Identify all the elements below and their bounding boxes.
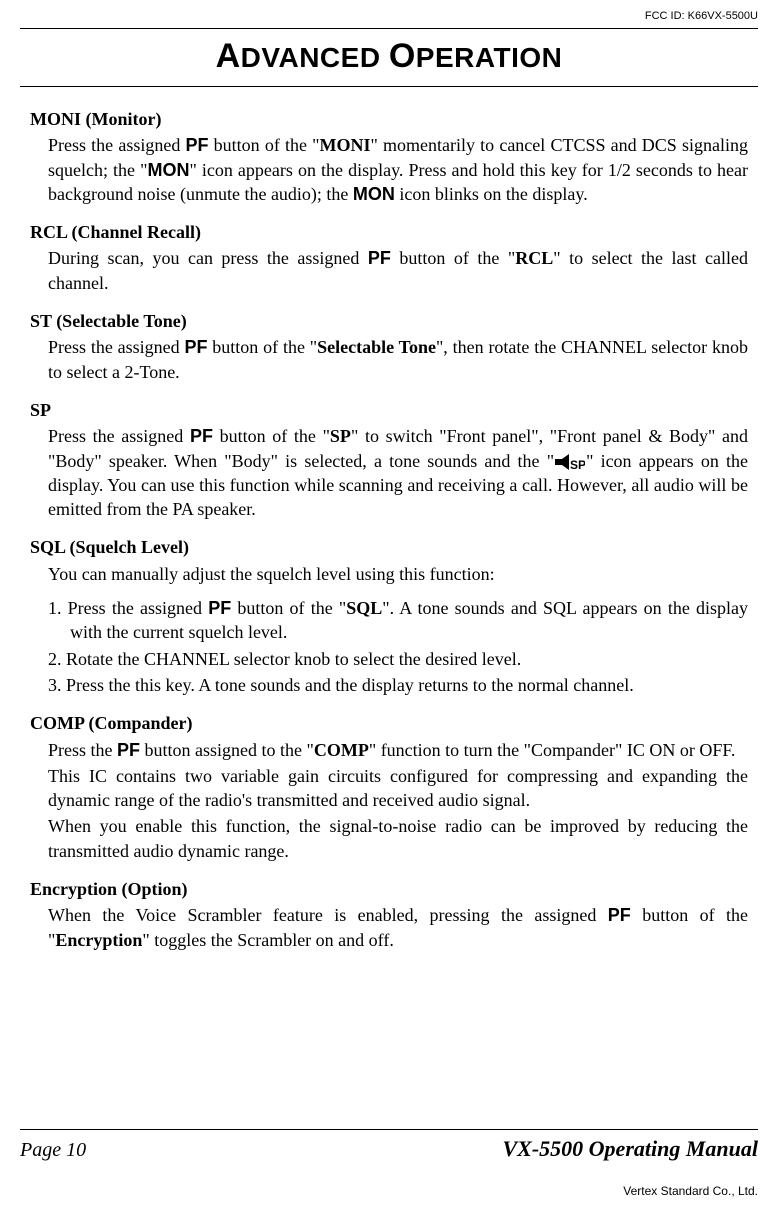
page-number: Page 10: [20, 1139, 86, 1162]
section-heading: SP: [30, 398, 748, 422]
section: COMP (Compander) Press the PF button assi…: [30, 711, 748, 863]
section-body: Press the assigned PF button of the "SP"…: [30, 424, 748, 521]
section-heading: Encryption (Option): [30, 877, 748, 901]
section-heading: RCL (Channel Recall): [30, 220, 748, 244]
section: RCL (Channel Recall)During scan, you can…: [30, 220, 748, 295]
section: ST (Selectable Tone)Press the assigned P…: [30, 309, 748, 384]
section: Encryption (Option)When the Voice Scramb…: [30, 877, 748, 952]
section: MONI (Monitor)Press the assigned PF butt…: [30, 107, 748, 206]
section-body: You can manually adjust the squelch leve…: [30, 562, 748, 697]
title-rule-box: ADVANCED OPERATION: [20, 28, 758, 87]
footer: Page 10 VX-5500 Operating Manual: [20, 1129, 758, 1162]
page-title: ADVANCED OPERATION: [20, 37, 758, 76]
svg-text:SP: SP: [570, 458, 585, 470]
section: SPPress the assigned PF button of the "S…: [30, 398, 748, 521]
section-heading: SQL (Squelch Level): [30, 535, 748, 559]
section-body: When the Voice Scrambler feature is enab…: [30, 903, 748, 952]
content-area: MONI (Monitor)Press the assigned PF butt…: [20, 107, 758, 952]
section-body: Press the assigned PF button of the "MON…: [30, 133, 748, 206]
section-heading: MONI (Monitor): [30, 107, 748, 131]
manual-title: VX-5500 Operating Manual: [503, 1136, 759, 1162]
section-body: During scan, you can press the assigned …: [30, 246, 748, 295]
company-label: Vertex Standard Co., Ltd.: [623, 1184, 758, 1198]
section-heading: ST (Selectable Tone): [30, 309, 748, 333]
section: SQL (Squelch Level) You can manually adju…: [30, 535, 748, 697]
section-body: Press the PF button assigned to the "COM…: [30, 738, 748, 863]
section-heading: COMP (Compander): [30, 711, 748, 735]
section-body: Press the assigned PF button of the "Sel…: [30, 335, 748, 384]
fcc-id-label: FCC ID: K66VX-5500U: [20, 10, 758, 22]
